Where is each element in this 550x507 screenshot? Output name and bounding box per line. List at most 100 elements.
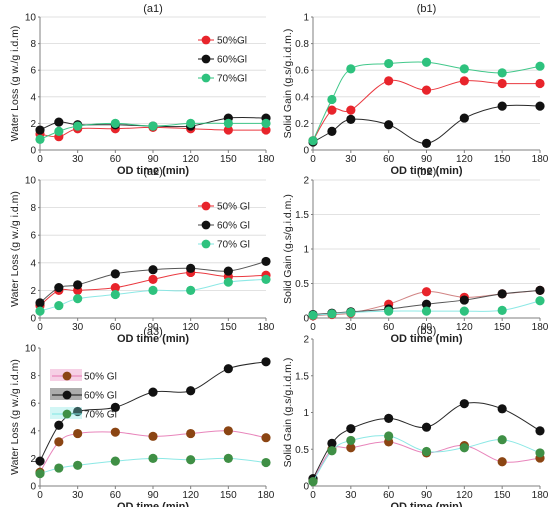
y-tick-label: 1.5 (295, 371, 309, 382)
panel-title: (b1) (417, 3, 437, 15)
data-point (186, 386, 196, 396)
y-tick-label: 6 (30, 231, 36, 242)
data-point (35, 125, 45, 135)
data-point (535, 101, 545, 111)
y-tick-label: 0.5 (295, 279, 309, 290)
data-point (186, 118, 196, 128)
data-point (308, 136, 318, 146)
x-axis-label: OD time (min) (117, 165, 189, 177)
x-tick-label: 180 (532, 154, 549, 165)
legend-entry: 70% Gl (50, 407, 117, 421)
data-point (73, 280, 83, 290)
data-point (223, 426, 233, 436)
y-tick-label: 1 (303, 13, 309, 24)
legend-marker (62, 371, 72, 381)
series-a3-1 (35, 357, 271, 466)
data-point (459, 76, 469, 86)
data-point (223, 118, 233, 128)
data-point (186, 428, 196, 439)
x-tick-label: 150 (494, 322, 511, 333)
y-tick-label: 6 (30, 399, 36, 410)
y-tick-label: 1 (303, 245, 309, 256)
panel-title: (a3) (143, 326, 163, 338)
y-tick-label: 2 (30, 286, 36, 297)
legend-marker (201, 220, 211, 230)
data-point (346, 114, 356, 125)
data-point (327, 94, 337, 105)
series-b3-1 (308, 399, 545, 484)
data-point (261, 357, 271, 367)
data-point (110, 456, 120, 466)
y-tick-label: 1.5 (295, 210, 309, 221)
data-point (73, 428, 83, 439)
data-point (148, 274, 158, 284)
data-point (384, 58, 394, 69)
x-tick-label: 90 (147, 322, 159, 333)
x-tick-label: 60 (383, 154, 395, 165)
x-tick-label: 180 (532, 490, 549, 501)
data-point (421, 138, 432, 148)
y-tick-label: 6 (30, 66, 36, 77)
y-tick-label: 8 (30, 203, 36, 214)
y-tick-label: 0.8 (295, 39, 309, 50)
legend-marker (201, 239, 211, 249)
data-point (421, 306, 432, 316)
data-point (73, 460, 83, 470)
data-point (148, 453, 158, 463)
y-tick-label: 0.2 (295, 119, 309, 130)
data-point (497, 457, 507, 467)
data-point (110, 118, 120, 128)
data-point (346, 307, 356, 318)
y-tick-label: 2 (303, 176, 309, 187)
x-tick-label: 0 (310, 322, 316, 333)
data-point (384, 120, 394, 130)
y-tick-label: 2 (30, 119, 36, 130)
data-point (186, 285, 196, 295)
data-point (459, 295, 469, 305)
data-point (148, 431, 158, 441)
x-tick-label: 0 (37, 322, 43, 333)
data-point (421, 57, 432, 67)
y-axis-label: Solid Gain (g.s/g.i.d.m.) (282, 194, 294, 304)
data-point (421, 299, 432, 309)
y-tick-label: 0 (303, 314, 309, 325)
data-point (148, 121, 158, 131)
x-tick-label: 0 (37, 490, 43, 501)
y-tick-label: 2 (303, 335, 309, 346)
series-b2-2 (308, 296, 545, 320)
data-point (346, 105, 356, 115)
legend-marker (62, 390, 72, 400)
data-point (535, 285, 545, 295)
y-axis-label: Water Loss (g w./g i.d.m) (9, 359, 21, 475)
series-b3-2 (308, 431, 545, 487)
data-point (459, 443, 469, 453)
x-tick-label: 60 (110, 490, 122, 501)
x-tick-label: 60 (110, 322, 122, 333)
data-point (384, 431, 394, 441)
data-point (535, 296, 545, 306)
series-a1-2 (35, 118, 271, 144)
data-point (35, 134, 45, 144)
data-point (346, 424, 356, 434)
series-b1-0 (308, 76, 545, 146)
y-tick-label: 4 (30, 258, 36, 269)
legend-marker (201, 73, 211, 83)
x-tick-label: 30 (345, 154, 357, 165)
legend-marker (201, 201, 211, 211)
data-point (54, 117, 64, 127)
legend-entry: 60% Gl (50, 388, 117, 402)
data-point (261, 125, 271, 135)
data-point (186, 263, 196, 273)
series-b3-0 (308, 437, 545, 485)
data-point (497, 68, 507, 78)
data-point (186, 455, 196, 465)
data-point (497, 101, 507, 111)
data-point (110, 269, 120, 279)
data-point (223, 125, 233, 135)
data-point (54, 126, 64, 136)
data-point (535, 426, 545, 436)
x-tick-label: 90 (147, 154, 159, 165)
x-tick-label: 150 (494, 490, 511, 501)
y-tick-label: 8 (30, 371, 36, 382)
